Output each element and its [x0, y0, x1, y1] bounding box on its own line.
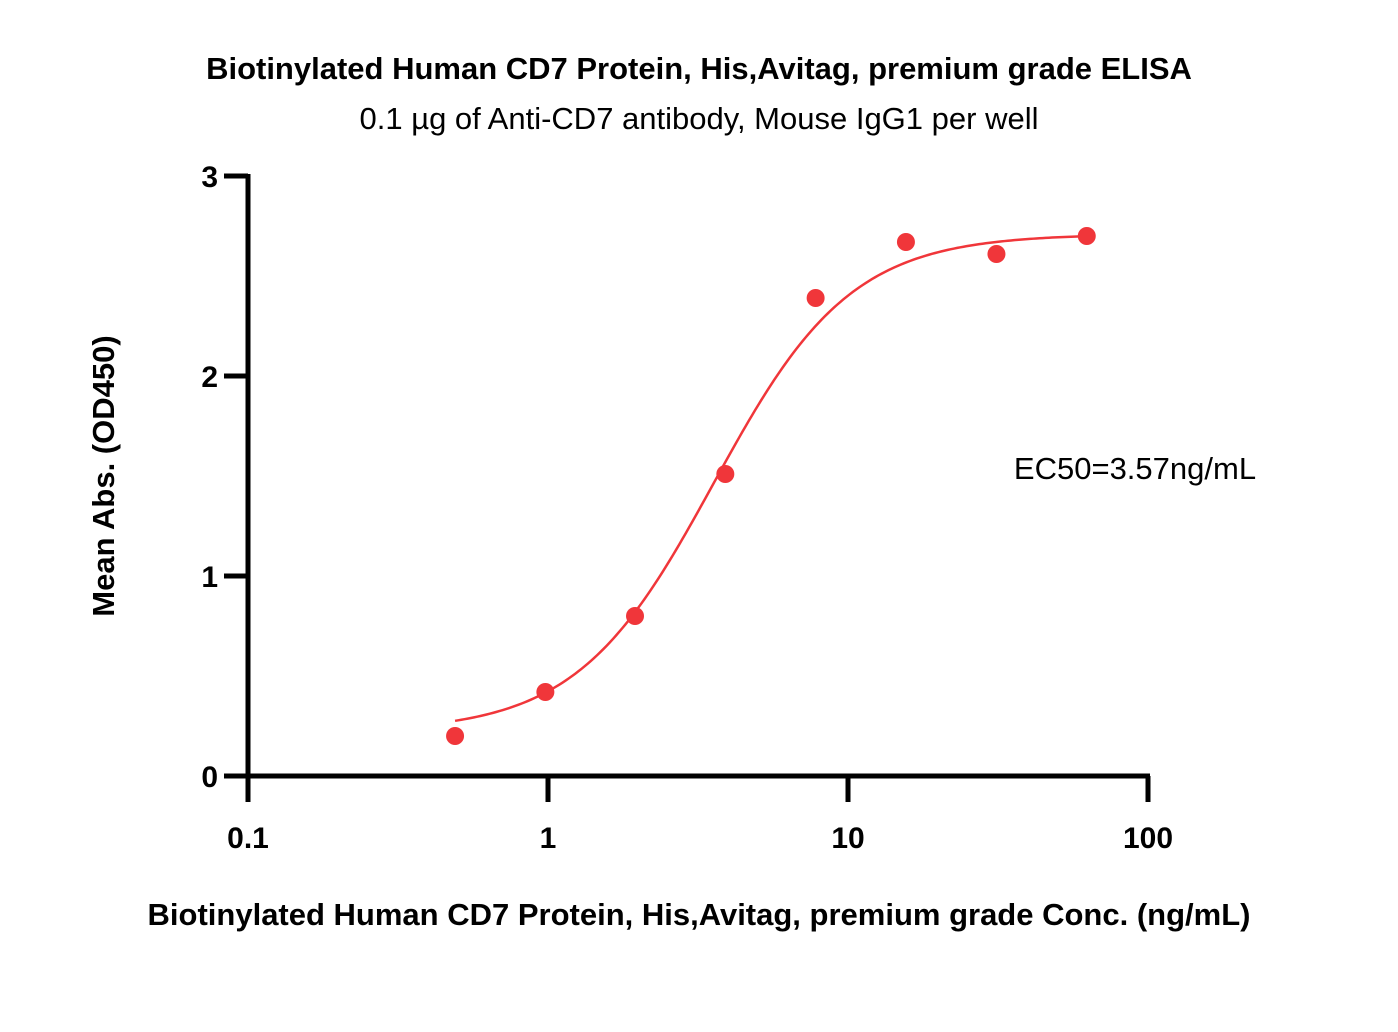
- ec50-annotation: EC50=3.57ng/mL: [1014, 451, 1256, 486]
- fit-layer: [454, 234, 1087, 723]
- data-point: [896, 233, 915, 251]
- chart-title: Biotinylated Human CD7 Protein, His,Avit…: [206, 51, 1192, 86]
- data-point: [626, 607, 645, 625]
- data-point: [987, 245, 1006, 263]
- chart-subtitle: 0.1 µg of Anti-CD7 antibody, Mouse IgG1 …: [360, 101, 1039, 136]
- y-axis-title: Mean Abs. (OD450): [86, 335, 121, 616]
- x-tick-label: 10: [831, 822, 864, 855]
- x-axis-title: Biotinylated Human CD7 Protein, His,Avit…: [148, 897, 1251, 932]
- x-tick-label: 0.1: [227, 822, 269, 855]
- points-layer: [446, 227, 1096, 745]
- axes: 0 1 2 3 0.1 1 10 100: [201, 161, 1173, 855]
- x-tick-label: 1: [540, 822, 557, 855]
- data-point: [446, 727, 465, 745]
- fit-curve: [454, 234, 1087, 723]
- y-tick-label: 0: [201, 761, 218, 794]
- y-tick-label: 3: [201, 161, 218, 194]
- data-point: [806, 289, 825, 307]
- data-point: [1077, 227, 1096, 245]
- y-tick-label: 1: [201, 561, 218, 594]
- data-point: [716, 465, 735, 483]
- y-tick-label: 2: [201, 361, 218, 394]
- x-tick-label: 100: [1123, 822, 1173, 855]
- data-point: [536, 683, 555, 701]
